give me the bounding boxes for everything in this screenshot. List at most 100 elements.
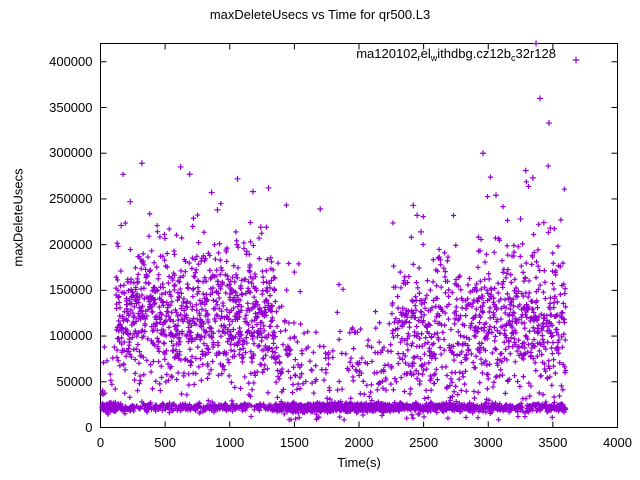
data-point-marker: [160, 284, 166, 291]
data-point-marker: [434, 283, 440, 289]
data-point-marker: [361, 391, 367, 397]
data-point-marker: [515, 244, 521, 250]
data-point-marker: [201, 253, 207, 259]
data-point-marker: [534, 353, 540, 359]
data-point-marker: [514, 348, 520, 354]
data-point-marker: [202, 301, 208, 307]
data-point-marker: [540, 289, 547, 295]
data-point-marker: [243, 312, 249, 318]
data-point-marker: [484, 362, 490, 368]
data-point-marker: [556, 319, 562, 325]
data-point-marker: [166, 400, 173, 406]
data-point-marker: [446, 301, 452, 307]
data-point-marker: [276, 305, 282, 311]
data-point-marker: [393, 284, 399, 290]
data-point-marker: [486, 361, 493, 367]
data-point-marker: [249, 355, 255, 362]
data-point-marker: [459, 305, 465, 311]
data-point-marker: [360, 412, 366, 418]
data-point-marker: [285, 368, 291, 374]
data-point-marker: [460, 374, 466, 380]
data-point-marker: [500, 279, 506, 285]
data-point-marker: [551, 394, 557, 400]
data-point-marker: [550, 280, 556, 287]
data-point-marker: [511, 288, 518, 294]
data-point-marker: [437, 344, 443, 351]
data-point-marker: [213, 298, 219, 304]
data-point-marker: [451, 351, 457, 358]
data-point-marker: [434, 330, 440, 336]
data-point-marker: [503, 401, 510, 408]
data-point-marker: [395, 360, 401, 367]
data-point-marker: [139, 327, 145, 333]
data-point-marker: [409, 412, 415, 418]
y-tick-label: 0: [85, 419, 93, 435]
data-point-marker: [388, 342, 394, 348]
data-point-marker: [550, 340, 556, 346]
data-point-marker: [453, 242, 459, 248]
data-point-marker: [510, 344, 516, 350]
data-point-marker: [545, 163, 551, 169]
data-point-marker: [116, 299, 122, 306]
data-point-marker: [267, 285, 273, 291]
data-point-marker: [445, 415, 451, 421]
data-point-marker: [224, 245, 230, 251]
data-point-marker: [514, 378, 521, 385]
data-point-marker: [483, 358, 489, 364]
data-point-marker: [498, 316, 504, 322]
data-point-marker: [496, 237, 503, 243]
data-point-marker: [230, 326, 236, 333]
data-point-marker: [456, 341, 462, 347]
data-point-marker: [513, 330, 519, 336]
data-point-marker: [296, 414, 302, 421]
data-point-marker: [133, 318, 139, 324]
data-point-marker: [166, 273, 172, 280]
data-point-marker: [543, 346, 549, 352]
data-point-marker: [146, 280, 152, 286]
data-point-marker: [190, 215, 197, 221]
data-point-marker: [273, 401, 279, 407]
data-point-marker: [475, 264, 481, 270]
data-point-marker: [519, 241, 526, 247]
data-point-marker: [410, 298, 416, 305]
data-point-marker: [162, 319, 168, 325]
data-point-marker: [472, 285, 478, 291]
data-point-marker: [164, 371, 170, 378]
data-point-marker: [444, 372, 450, 379]
data-point-marker: [495, 362, 501, 368]
data-point-marker: [504, 357, 510, 363]
data-point-marker: [487, 305, 493, 311]
data-point-marker: [136, 330, 142, 336]
data-point-marker: [178, 391, 185, 397]
data-point-marker: [291, 269, 297, 275]
data-point-marker: [554, 312, 560, 318]
data-point-marker: [118, 268, 124, 274]
data-point-marker: [249, 387, 255, 393]
data-point-marker: [470, 359, 476, 366]
data-point-marker: [516, 317, 522, 323]
data-point-marker: [434, 295, 440, 302]
data-point-marker: [238, 385, 244, 391]
data-point-marker: [547, 225, 554, 232]
data-point-marker: [536, 221, 542, 227]
data-point-marker: [118, 335, 125, 341]
data-point-marker: [157, 387, 163, 394]
data-point-marker: [535, 263, 541, 269]
data-point-marker: [264, 297, 270, 303]
data-point-marker: [390, 300, 396, 306]
data-point-marker: [520, 374, 527, 380]
data-point-marker: [473, 324, 479, 330]
data-point-marker: [132, 328, 138, 334]
data-point-marker: [437, 257, 444, 263]
data-point-marker: [299, 351, 305, 357]
data-point-marker: [219, 364, 225, 370]
data-point-marker: [227, 329, 233, 335]
data-point-marker: [231, 348, 237, 354]
data-point-marker: [225, 316, 232, 322]
data-point-marker: [162, 290, 168, 296]
data-point-marker: [526, 290, 532, 296]
data-point-marker: [547, 300, 553, 307]
data-point-marker: [410, 310, 417, 317]
data-point-marker: [428, 399, 434, 405]
data-point-marker: [238, 285, 244, 292]
